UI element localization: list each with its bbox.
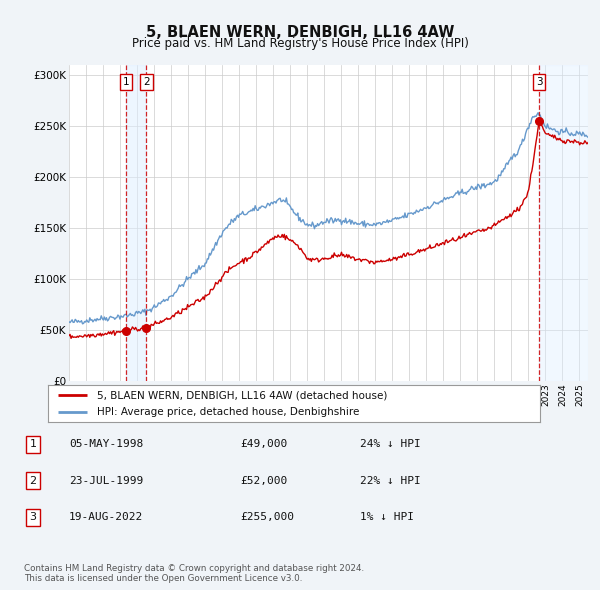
Text: 3: 3 [536, 77, 542, 87]
Bar [539, 65, 588, 381]
Text: 5, BLAEN WERN, DENBIGH, LL16 4AW (detached house): 5, BLAEN WERN, DENBIGH, LL16 4AW (detach… [97, 390, 388, 400]
Text: 3: 3 [29, 513, 37, 522]
Text: 05-MAY-1998: 05-MAY-1998 [69, 440, 143, 449]
Text: 2: 2 [29, 476, 37, 486]
Text: 2: 2 [143, 77, 150, 87]
Text: 23-JUL-1999: 23-JUL-1999 [69, 476, 143, 486]
Text: 22% ↓ HPI: 22% ↓ HPI [360, 476, 421, 486]
Text: £52,000: £52,000 [240, 476, 287, 486]
Bar [126, 65, 146, 381]
Text: 1: 1 [29, 440, 37, 449]
Text: 1: 1 [122, 77, 130, 87]
Text: Contains HM Land Registry data © Crown copyright and database right 2024.
This d: Contains HM Land Registry data © Crown c… [24, 563, 364, 583]
Text: 5, BLAEN WERN, DENBIGH, LL16 4AW: 5, BLAEN WERN, DENBIGH, LL16 4AW [146, 25, 454, 40]
Text: £49,000: £49,000 [240, 440, 287, 449]
Text: HPI: Average price, detached house, Denbighshire: HPI: Average price, detached house, Denb… [97, 407, 359, 417]
Text: 24% ↓ HPI: 24% ↓ HPI [360, 440, 421, 449]
Text: Price paid vs. HM Land Registry's House Price Index (HPI): Price paid vs. HM Land Registry's House … [131, 37, 469, 50]
Text: £255,000: £255,000 [240, 513, 294, 522]
Text: 19-AUG-2022: 19-AUG-2022 [69, 513, 143, 522]
Text: 1% ↓ HPI: 1% ↓ HPI [360, 513, 414, 522]
